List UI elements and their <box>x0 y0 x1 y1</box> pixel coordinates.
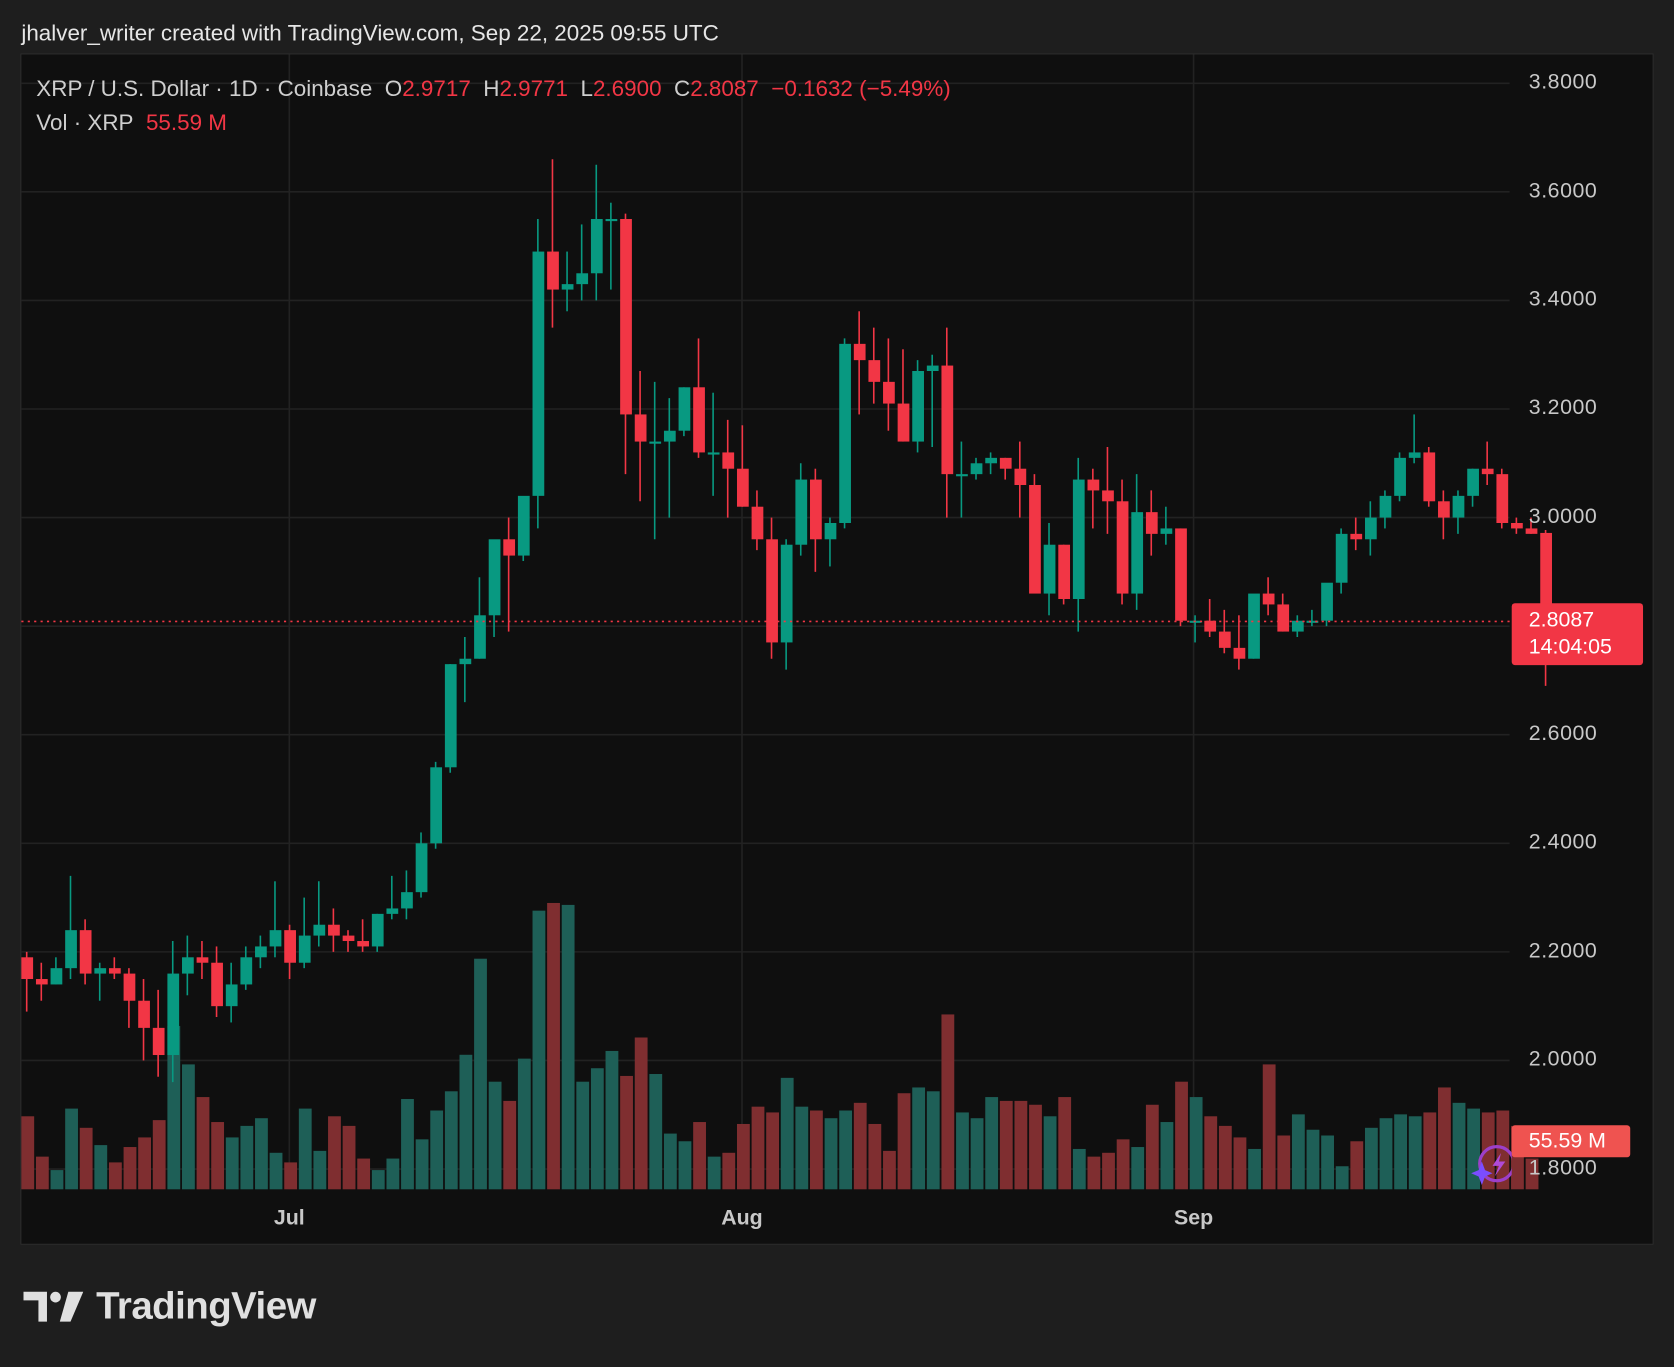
chart-panel[interactable] <box>20 53 1654 1245</box>
tradingview-logo-icon <box>23 1291 84 1322</box>
high-label: H <box>483 76 500 102</box>
open-label: O <box>384 76 403 102</box>
symbol-title[interactable]: XRP / U.S. Dollar · 1D · Coinbase <box>36 76 373 102</box>
close-value: 2.8087 <box>690 76 759 102</box>
price-tick: 3.8000 <box>1528 70 1598 94</box>
price-tick: 2.2000 <box>1528 939 1598 963</box>
time-tick: Sep <box>1173 1206 1214 1230</box>
price-tick: 3.4000 <box>1528 287 1598 312</box>
ai-assistant-icon[interactable] <box>1469 1140 1512 1189</box>
volume-value: 55.59 M <box>145 111 227 136</box>
change-value: −0.1632 (−5.49%) <box>771 76 951 102</box>
price-tick: 3.6000 <box>1528 179 1598 203</box>
price-tick: 2.4000 <box>1528 830 1598 854</box>
price-tick: 3.0000 <box>1528 504 1598 529</box>
low-value: 2.6900 <box>592 76 662 102</box>
low-label: L <box>580 76 593 102</box>
volume-label[interactable]: Vol · XRP <box>36 111 134 136</box>
price-tick: 2.0000 <box>1528 1047 1598 1072</box>
time-tick: Aug <box>721 1206 763 1230</box>
volume-tag: 55.59 M <box>1511 1125 1631 1158</box>
author-credit: jhalver_writer created with TradingView.… <box>21 21 719 46</box>
brand-name: TradingView <box>96 1283 316 1328</box>
volume-legend: Vol · XRP 55.59 M <box>36 111 227 137</box>
open-value: 2.9717 <box>402 76 471 102</box>
bar-countdown: 14:04:05 <box>1528 635 1612 659</box>
time-tick: Jul <box>273 1206 305 1230</box>
price-tick: 2.6000 <box>1528 721 1598 746</box>
price-tick: 3.2000 <box>1528 396 1598 420</box>
current-price: 2.8087 <box>1528 608 1595 633</box>
price-tick: 1.8000 <box>1528 1156 1598 1180</box>
symbol-legend: XRP / U.S. Dollar · 1D · Coinbase O2.971… <box>36 77 950 103</box>
tradingview-logo[interactable]: TradingView <box>23 1283 316 1328</box>
current-price-tag: 2.8087 14:04:05 <box>1511 603 1644 666</box>
high-value: 2.9771 <box>499 76 569 102</box>
close-label: C <box>674 76 691 102</box>
